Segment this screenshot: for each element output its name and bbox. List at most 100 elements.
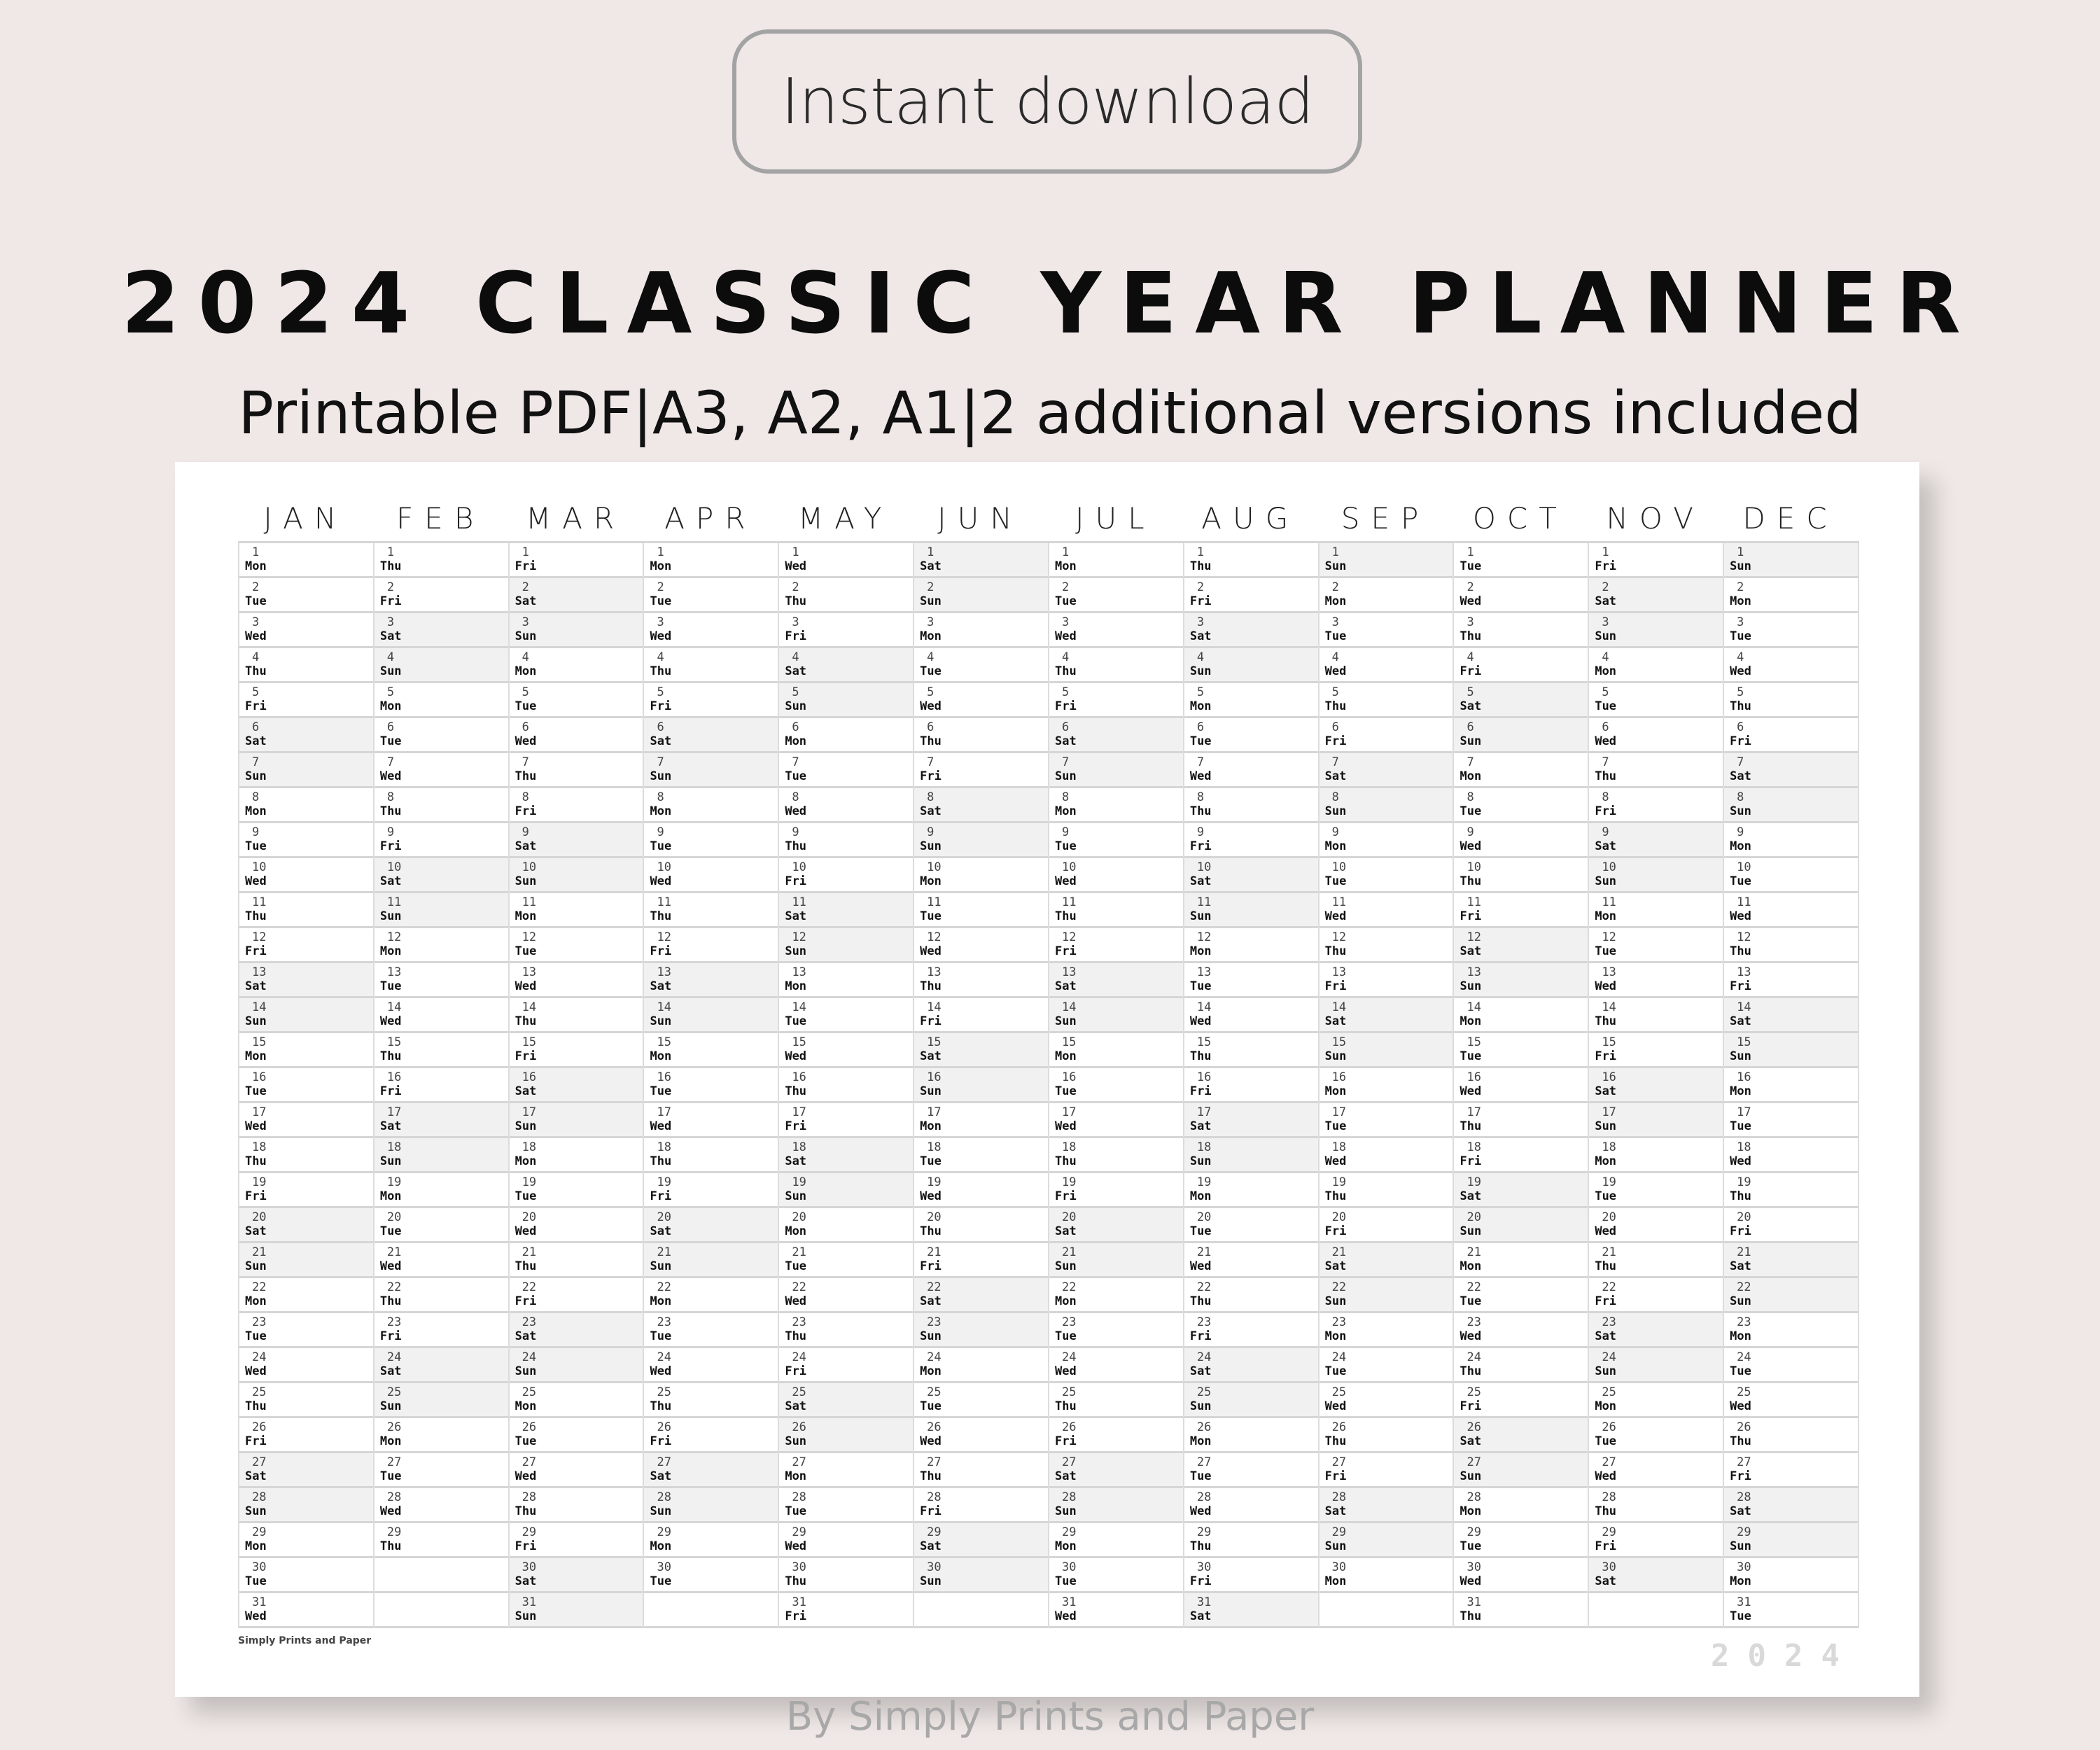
day-number: 29 (252, 1525, 267, 1539)
weekday-label: Fri (1730, 1469, 1751, 1483)
weekday-label: Tue (1730, 629, 1751, 643)
month-header: APR (664, 501, 757, 536)
weekday-label: Tue (1054, 1574, 1077, 1588)
weekday-label: Fri (920, 1259, 941, 1273)
weekday-label: Sun (650, 1014, 672, 1028)
weekday-label: Tue (1460, 804, 1482, 818)
day-cell: 5 Thu (1724, 683, 1858, 718)
day-cell: 1 Tue (1454, 543, 1588, 578)
weekday-label: Thu (920, 734, 941, 748)
weekday-label: Sat (1595, 1329, 1617, 1343)
day-cell: 28 Sat (1319, 1488, 1453, 1523)
day-cell: 23 Mon (1319, 1313, 1453, 1348)
day-number: 19 (927, 1175, 941, 1189)
weekday-label: Wed (245, 629, 267, 643)
day-cell: 18 Sun (1184, 1138, 1318, 1173)
day-cell: 21 Tue (779, 1243, 913, 1278)
day-number: 8 (792, 790, 799, 804)
day-number: 14 (386, 1000, 402, 1014)
day-number: 1 (927, 545, 934, 559)
weekday-label: Wed (650, 874, 672, 888)
day-cell: 5 Thu (1319, 683, 1453, 718)
day-number: 7 (252, 755, 260, 769)
weekday-label: Thu (1460, 1119, 1482, 1133)
day-number: 13 (1466, 965, 1481, 979)
day-number: 16 (927, 1070, 941, 1084)
day-number: 30 (1466, 1560, 1481, 1574)
weekday-label: Fri (1324, 979, 1347, 993)
day-number: 5 (927, 685, 934, 699)
weekday-label: Sat (920, 1294, 941, 1308)
weekday-label: Sun (1730, 1294, 1751, 1308)
weekday-label: Fri (1324, 1224, 1347, 1238)
day-cell: 3 Fri (779, 613, 913, 648)
weekday-label: Sat (920, 804, 941, 818)
day-number: 13 (927, 965, 941, 979)
day-cell: 1 Thu (374, 543, 508, 578)
day-number: 12 (522, 930, 537, 944)
day-number: 1 (386, 545, 395, 559)
day-number: 26 (1331, 1420, 1347, 1434)
weekday-label: Wed (785, 559, 807, 573)
day-number: 24 (1466, 1350, 1481, 1364)
day-number: 21 (1602, 1245, 1616, 1259)
day-cell: 31 Sun (509, 1593, 643, 1628)
calendar-grid: 1 Mon 2 Tue 3 Wed 4 Thu 5 Fri 6 Sat 7 Sun 8 Mon 9 Tue 10 We… (238, 541, 1859, 1628)
weekday-label: Tue (1189, 979, 1212, 993)
day-cell: 12 Fri (1049, 928, 1183, 963)
day-number: 27 (927, 1455, 941, 1469)
day-number: 29 (386, 1525, 402, 1539)
weekday-label: Sun (1595, 629, 1617, 643)
day-number: 24 (657, 1350, 671, 1364)
day-cell: 1 Sat (914, 543, 1048, 578)
day-number: 14 (1602, 1000, 1616, 1014)
day-number: 20 (792, 1210, 806, 1224)
weekday-label: Tue (514, 944, 537, 958)
weekday-label: Mon (1595, 1154, 1617, 1168)
weekday-label: Fri (245, 944, 267, 958)
day-number: 28 (657, 1490, 671, 1504)
day-number: 7 (657, 755, 664, 769)
month-column: 1 Sat 2 Sun 3 Mon 4 Tue 5 Wed 6 Thu 7 Fri 8 Sat 9 Sun 10 Mo… (914, 543, 1049, 1628)
weekday-label: Sat (785, 909, 807, 923)
day-cell: 23 Tue (1049, 1313, 1183, 1348)
weekday-label: Tue (1460, 1539, 1482, 1553)
day-cell: 7 Tue (779, 753, 913, 788)
weekday-label: Sun (1730, 559, 1751, 573)
weekday-label: Tue (1460, 559, 1482, 573)
day-number: 16 (1602, 1070, 1616, 1084)
weekday-label: Mon (514, 1399, 537, 1413)
day-number: 5 (522, 685, 529, 699)
day-cell: 25 Mon (509, 1383, 643, 1418)
day-number: 13 (657, 965, 671, 979)
day-number: 21 (522, 1245, 537, 1259)
weekday-label: Wed (650, 1364, 672, 1378)
day-number: 22 (1602, 1280, 1616, 1294)
weekday-label: Thu (785, 839, 807, 853)
weekday-label: Wed (245, 1119, 267, 1133)
weekday-label: Tue (1595, 1434, 1617, 1448)
day-number: 14 (252, 1000, 267, 1014)
day-cell: 8 Mon (1049, 788, 1183, 823)
weekday-label: Wed (514, 1469, 537, 1483)
weekday-label: Sun (245, 769, 267, 783)
day-cell: 28 Fri (914, 1488, 1048, 1523)
day-cell: 19 Sat (1454, 1173, 1588, 1208)
day-cell: 3 Tue (1724, 613, 1858, 648)
weekday-label: Mon (1730, 1329, 1751, 1343)
day-cell: 19 Fri (1049, 1173, 1183, 1208)
day-number: 28 (1061, 1490, 1077, 1504)
day-cell: 8 Fri (1589, 788, 1723, 823)
day-number: 18 (1602, 1140, 1616, 1154)
day-number: 21 (1061, 1245, 1077, 1259)
day-number: 26 (1196, 1420, 1212, 1434)
day-number: 23 (1602, 1315, 1616, 1329)
day-number: 19 (386, 1175, 402, 1189)
day-number: 28 (522, 1490, 537, 1504)
day-number: 16 (1466, 1070, 1481, 1084)
weekday-label: Tue (1595, 1189, 1617, 1203)
day-number: 18 (252, 1140, 267, 1154)
weekday-label: Tue (245, 1574, 267, 1588)
day-cell: 17 Tue (1319, 1103, 1453, 1138)
weekday-label: Fri (1730, 734, 1751, 748)
